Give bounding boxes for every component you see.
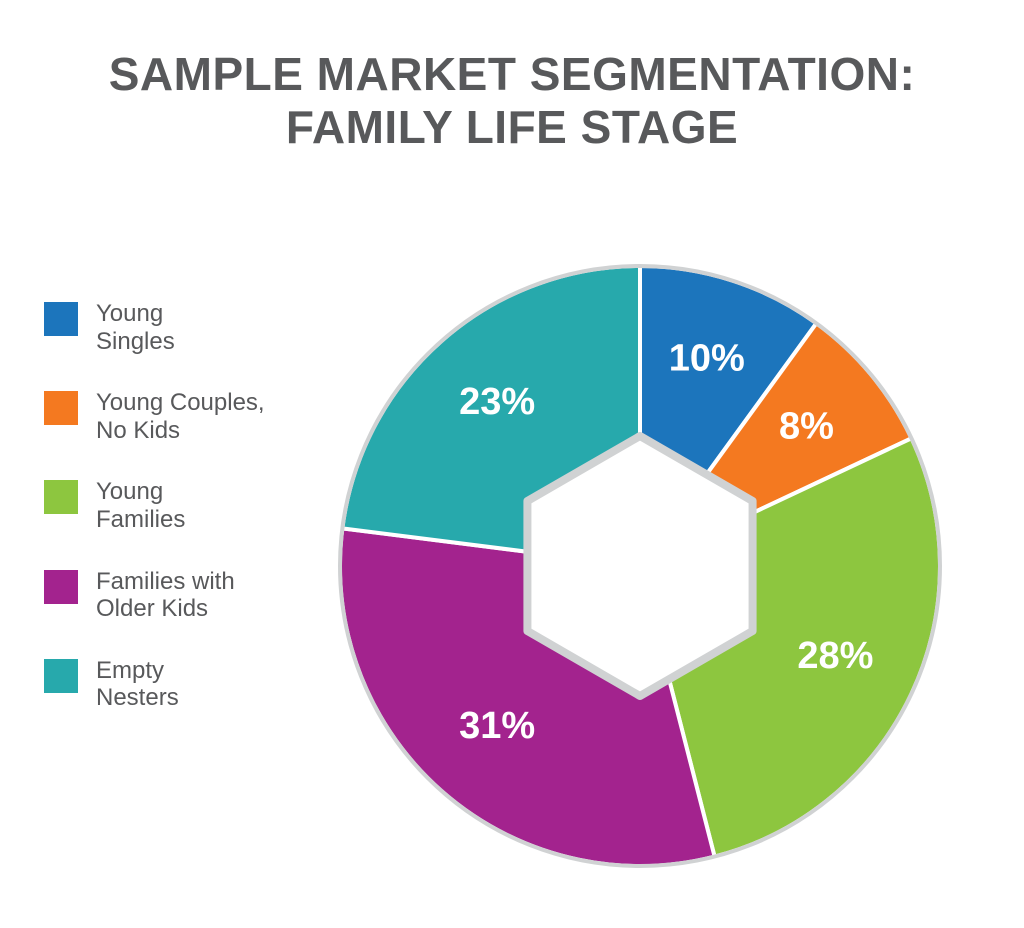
page: SAMPLE MARKET SEGMENTATION: FAMILY LIFE … <box>0 0 1024 928</box>
legend-label-line: Singles <box>96 328 175 355</box>
legend-label-line: Young <box>96 300 163 327</box>
legend-swatch <box>44 570 78 604</box>
chart-title-line2: FAMILY LIFE STAGE <box>286 101 738 153</box>
legend-swatch <box>44 659 78 693</box>
chart-title-line1: SAMPLE MARKET SEGMENTATION: <box>109 48 916 100</box>
legend-item: Young Families <box>44 478 304 533</box>
legend-item: Young Couples, No Kids <box>44 389 304 444</box>
pie-slice-label: 31% <box>459 705 535 747</box>
legend: Young Singles Young Couples, No Kids You… <box>44 300 304 746</box>
legend-label-line: Young <box>96 478 163 505</box>
legend-label-line: Families with <box>96 568 235 595</box>
legend-item: Empty Nesters <box>44 657 304 712</box>
legend-item: Young Singles <box>44 300 304 355</box>
pie-chart-svg: 10% 8% 28% 31% 23% <box>320 246 960 886</box>
legend-label-line: Empty <box>96 657 164 684</box>
legend-label: Young Singles <box>96 300 175 355</box>
legend-label: Young Families <box>96 478 185 533</box>
pie-chart: 10% 8% 28% 31% 23% <box>320 246 960 886</box>
legend-label-line: Older Kids <box>96 595 208 622</box>
legend-item: Families with Older Kids <box>44 568 304 623</box>
legend-label: Young Couples, No Kids <box>96 389 265 444</box>
pie-slice-label: 8% <box>779 405 834 447</box>
legend-swatch <box>44 480 78 514</box>
legend-label-line: Young Couples, <box>96 389 265 416</box>
pie-slice-label: 28% <box>797 635 873 677</box>
legend-label-line: Families <box>96 506 185 533</box>
legend-swatch <box>44 302 78 336</box>
pie-slice-label: 23% <box>459 381 535 423</box>
chart-title: SAMPLE MARKET SEGMENTATION: FAMILY LIFE … <box>0 48 1024 154</box>
legend-label: Families with Older Kids <box>96 568 235 623</box>
legend-label-line: Nesters <box>96 684 179 711</box>
legend-label: Empty Nesters <box>96 657 179 712</box>
legend-swatch <box>44 391 78 425</box>
legend-label-line: No Kids <box>96 417 180 444</box>
pie-slice-label: 10% <box>669 338 745 380</box>
